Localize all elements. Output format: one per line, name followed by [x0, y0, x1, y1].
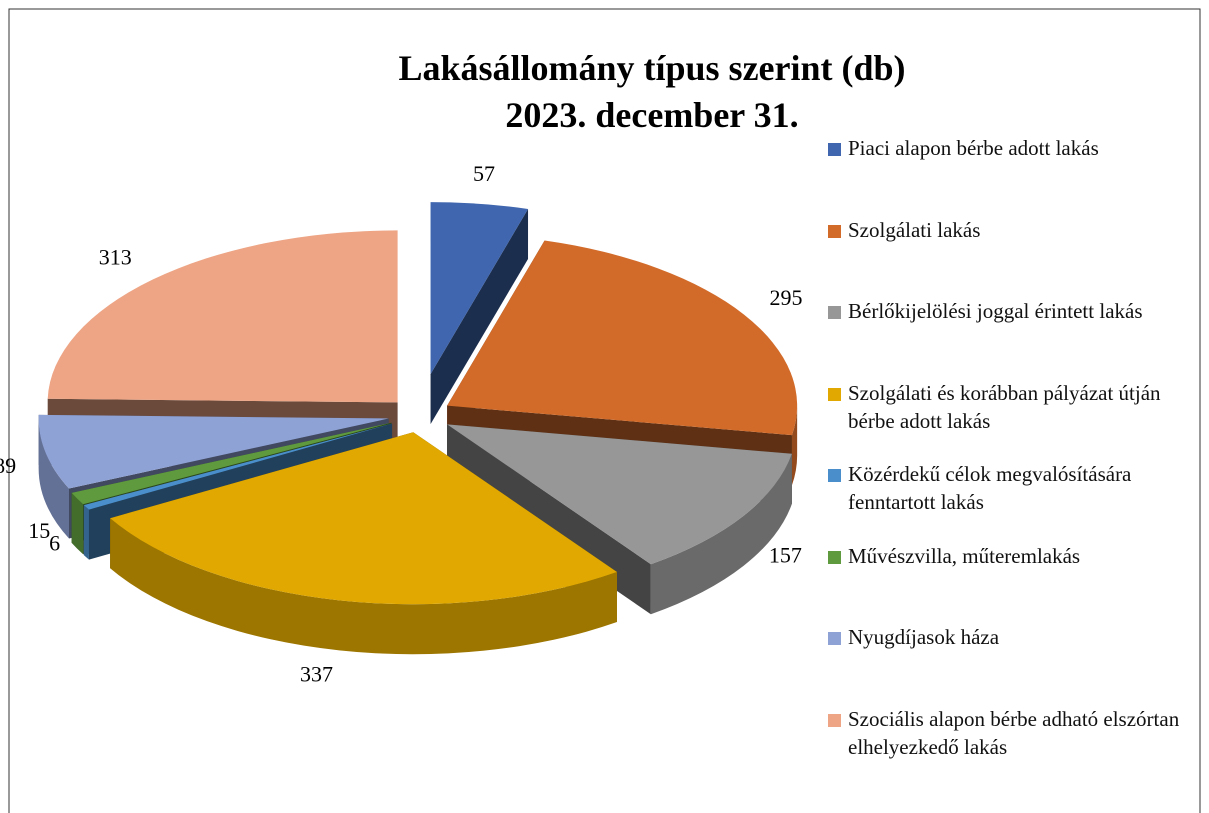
legend-swatch: [828, 143, 841, 156]
legend-label: Nyugdíjasok háza: [848, 625, 1000, 649]
slice: [38, 414, 389, 489]
legend-label: Szolgálati és korábban pályázat útján bé…: [848, 380, 1161, 433]
slice: [71, 422, 392, 505]
legend-swatch: [828, 306, 841, 319]
slice-wall: [650, 453, 792, 615]
legend-label: Piaci alapon bérbe adott lakás: [848, 136, 1099, 160]
legend-label: Szociális alapon bérbe adható elszórtan …: [848, 706, 1180, 759]
slice: [447, 240, 798, 436]
chart-subtitle: 2023. december 31.: [505, 95, 798, 135]
data-label: 295: [769, 285, 802, 310]
legend-label: Bérlőkijelölési joggal érintett lakás: [848, 299, 1143, 323]
slice-wall: [38, 418, 69, 539]
slice-wall: [71, 492, 84, 555]
slice: [47, 230, 398, 403]
legend-swatch: [828, 224, 841, 238]
legend-swatch: [828, 469, 841, 482]
slice-wall: [791, 405, 798, 486]
legend-item: Szolgálati és korábban pályázat útján bé…: [828, 379, 1198, 435]
slice-wall: [83, 505, 89, 560]
chart-frame: [8, 8, 1201, 813]
legend-item: Közérdekű célok megvalósítására fenntart…: [828, 460, 1198, 516]
legend-item: Szociális alapon bérbe adható elszórtan …: [828, 705, 1198, 761]
slice: [430, 202, 529, 375]
legend-item: Bérlőkijelölési joggal érintett lakás: [828, 297, 1198, 325]
legend-swatch: [828, 550, 841, 564]
legend-label: Közérdekű célok megvalósítására fenntart…: [848, 462, 1132, 514]
legend-item: Szolgálati lakás: [828, 216, 1198, 244]
data-label: 6: [49, 530, 60, 555]
data-label: 15: [28, 518, 50, 543]
slice: [83, 423, 393, 510]
slice: [110, 432, 617, 605]
data-label: 57: [473, 161, 495, 186]
data-label: 157: [769, 542, 802, 567]
slice-side: [430, 208, 529, 425]
slice-wall: [110, 518, 617, 655]
legend-item: Művészvilla, műteremlakás: [828, 542, 1198, 570]
data-label: 89: [0, 453, 16, 478]
data-label: 313: [99, 245, 132, 270]
legend-swatch: [828, 387, 841, 401]
legend-swatch: [828, 713, 841, 727]
chart-title: Lakásállomány típus szerint (db): [398, 48, 905, 88]
legend-item: Nyugdíjasok háza: [828, 623, 1198, 651]
data-label: 337: [300, 662, 333, 687]
legend-label: Művészvilla, műteremlakás: [848, 543, 1081, 568]
slice: [447, 424, 792, 565]
legend-swatch: [828, 632, 841, 645]
legend-item: Piaci alapon bérbe adott lakás: [828, 134, 1198, 162]
legend-label: Szolgálati lakás: [848, 217, 981, 242]
